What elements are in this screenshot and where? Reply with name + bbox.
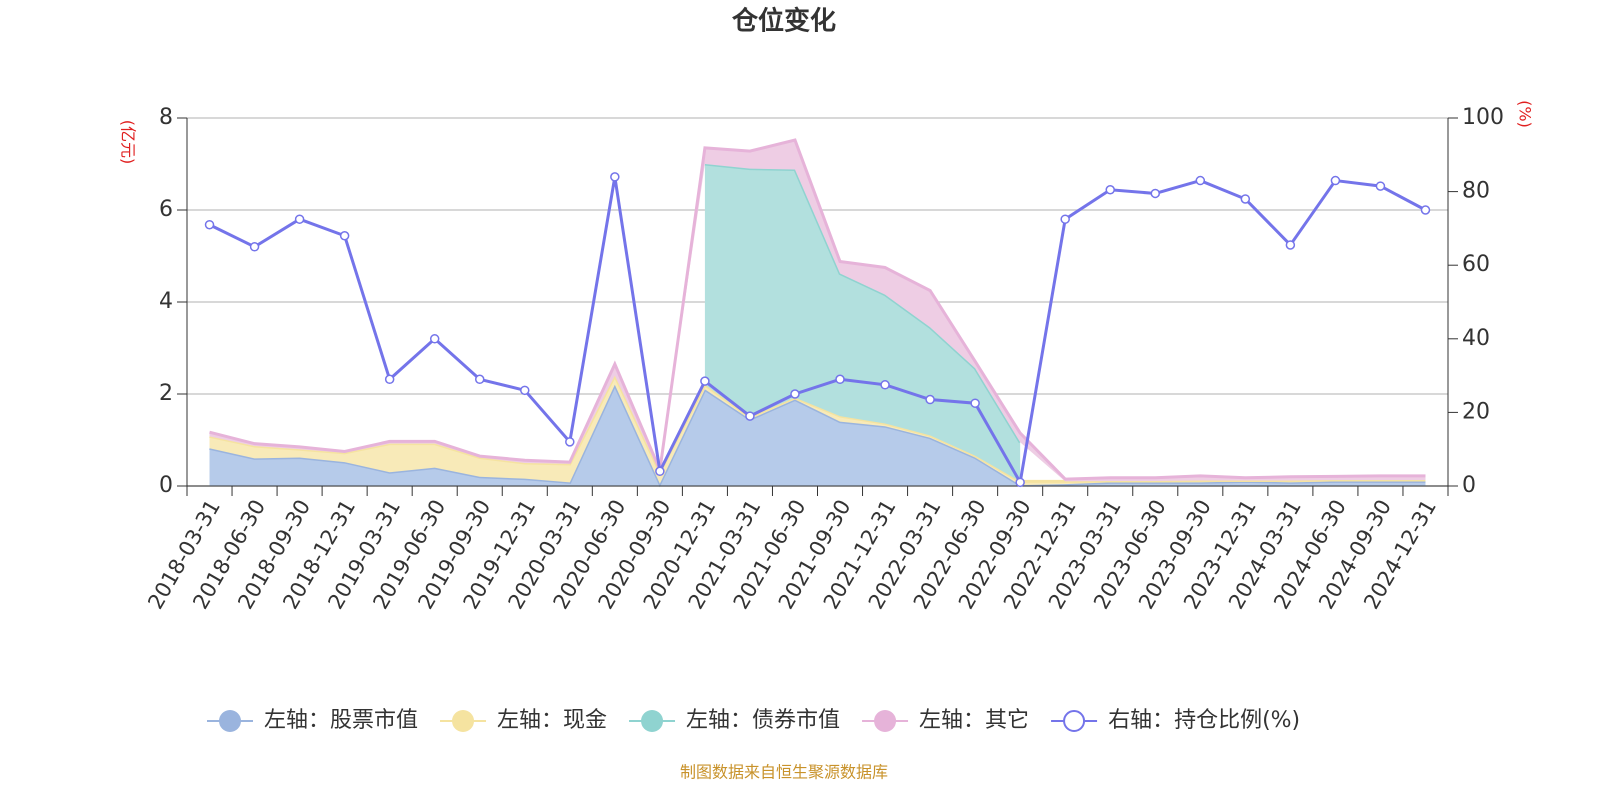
ratio-point [655, 466, 665, 477]
legend-label: 左轴：股票市值 [264, 708, 418, 733]
y-tick-label: 4 [159, 289, 173, 314]
ratio-point [700, 376, 710, 386]
areas [209, 138, 1426, 488]
ratio-point [1105, 185, 1115, 195]
ratio-point [835, 374, 845, 385]
y-tick-label: 2 [159, 381, 173, 406]
chart-title: 仓位变化 [731, 6, 836, 37]
ratio-point [1240, 194, 1251, 204]
ratio-point [520, 385, 530, 396]
y2-tick-label: 100 [1462, 105, 1504, 130]
ratio-point [880, 380, 890, 390]
y-tick-label: 0 [159, 473, 173, 498]
ratio-point [384, 374, 395, 385]
source-note: 制图数据来自恒生聚源数据库 [680, 763, 888, 782]
y-tick-label: 8 [159, 105, 173, 130]
ratio-point [249, 242, 260, 252]
legend-label: 左轴：现金 [497, 708, 607, 733]
ratio-point [204, 219, 215, 230]
y2-tick-label: 80 [1462, 179, 1490, 204]
ratio-point [339, 231, 350, 241]
ratio-point [1060, 214, 1070, 224]
ratio-line [208, 176, 1427, 487]
y-axis-label: (亿元) [119, 120, 138, 165]
ratio-point [790, 389, 800, 399]
ratio-point [1150, 188, 1161, 199]
y2-tick-label: 40 [1462, 326, 1490, 351]
y2-tick-label: 20 [1462, 399, 1490, 424]
ratio-point [474, 374, 485, 385]
area [209, 384, 1426, 486]
area [704, 164, 1021, 482]
ratio-point [565, 437, 575, 447]
area [209, 140, 1426, 482]
ratio-point [1375, 181, 1386, 191]
y2-tick-label: 0 [1462, 473, 1476, 498]
legend-marker [874, 710, 897, 732]
legend-marker [219, 710, 241, 732]
ratio-point [610, 172, 620, 182]
area-edge [209, 138, 1426, 481]
y2-tick-label: 60 [1462, 252, 1490, 277]
legend-marker [1063, 710, 1086, 732]
ratio-point [429, 334, 440, 344]
legend-label: 左轴：债券市值 [686, 708, 840, 733]
legend-marker [452, 710, 475, 732]
y2-axis-label: (%) [1516, 100, 1535, 128]
ratio-point [925, 394, 935, 405]
ratio-point [745, 411, 755, 421]
legend-label: 右轴：持仓比例(%) [1108, 708, 1300, 733]
legend-label: 左轴：其它 [919, 708, 1029, 733]
ratio-point [1285, 240, 1296, 250]
ratio-point [970, 398, 980, 408]
y-tick-label: 6 [159, 197, 173, 222]
lines [204, 172, 1431, 488]
ratio-point [1420, 205, 1431, 215]
ratio-point [1195, 175, 1206, 186]
ratio-point [1330, 175, 1341, 186]
ratio-point [1015, 477, 1025, 488]
ratio-point [294, 214, 305, 224]
legend-marker [641, 710, 664, 732]
